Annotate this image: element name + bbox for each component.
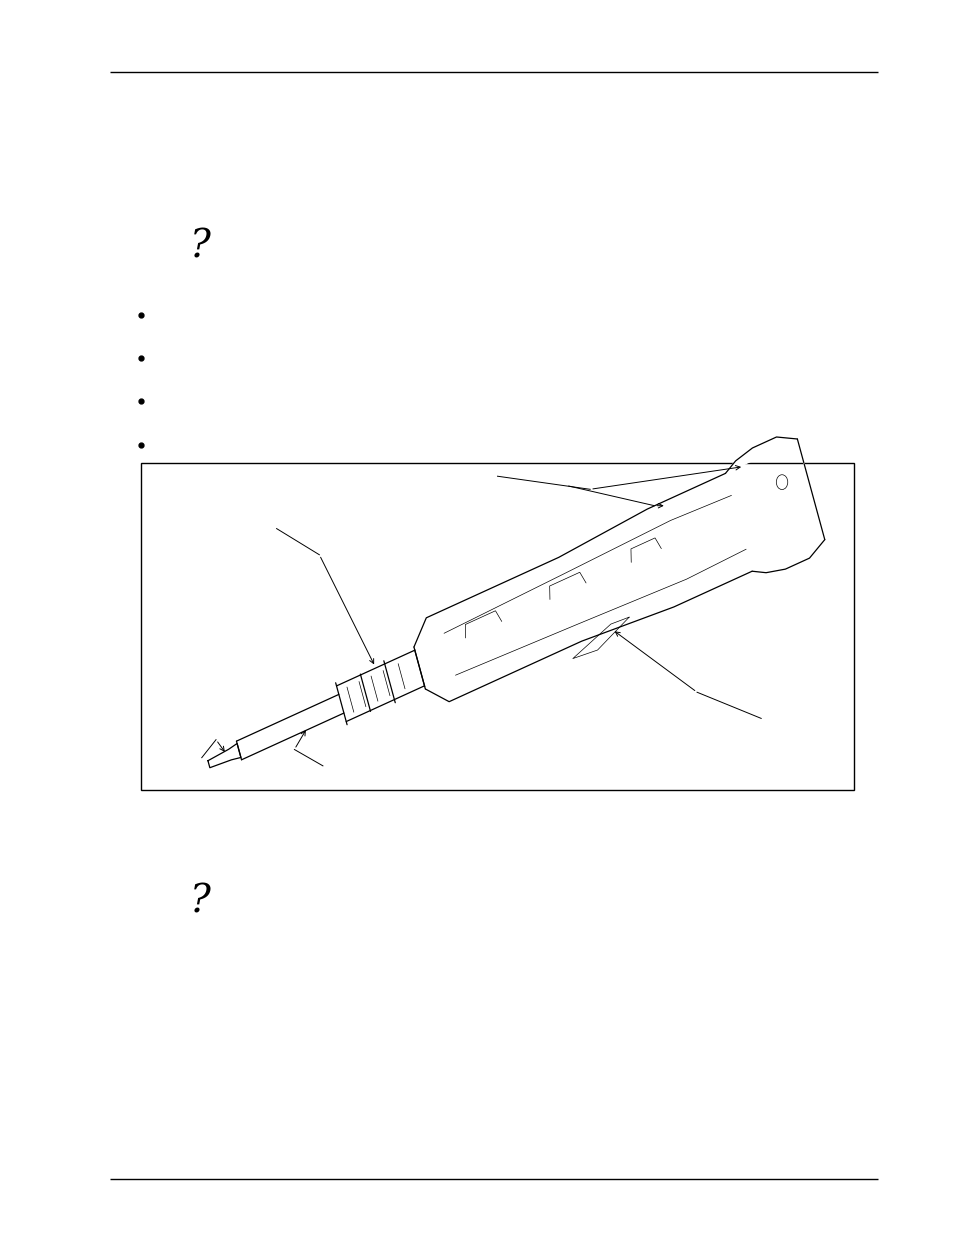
Text: ?: ? [190,883,211,920]
Polygon shape [414,473,751,701]
Polygon shape [208,743,241,768]
Bar [141,463,853,790]
Text: ?: ? [190,228,211,266]
Polygon shape [724,437,824,573]
Polygon shape [572,618,629,658]
